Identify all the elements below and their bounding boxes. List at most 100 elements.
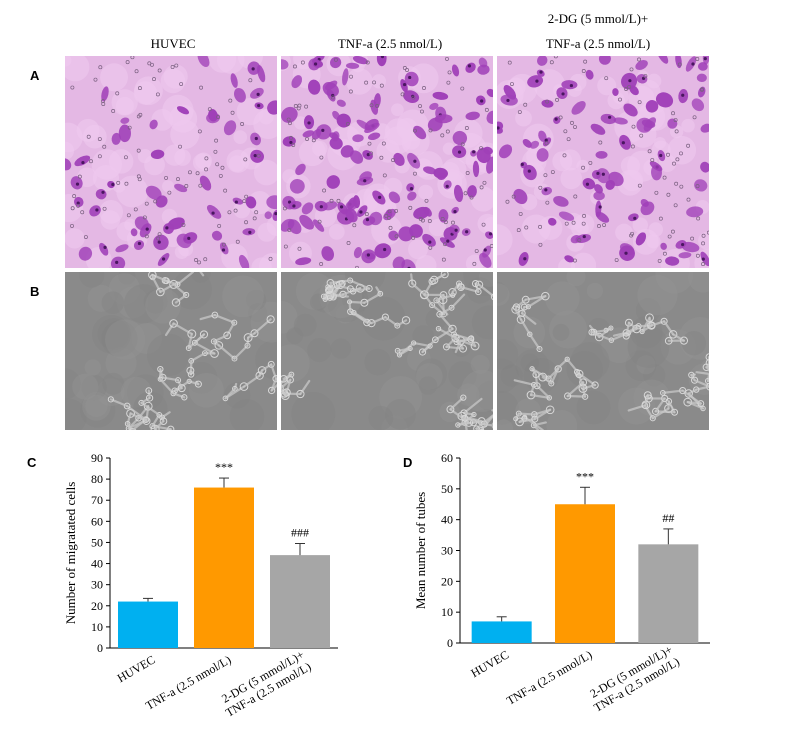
stain-texture [483, 217, 493, 234]
stain-texture [195, 152, 213, 170]
membrane-pore [256, 153, 261, 158]
stained-cell [398, 226, 414, 242]
membrane-pore [573, 125, 577, 130]
y-tick-label: 90 [91, 451, 103, 465]
stained-cell [78, 246, 93, 261]
phase-texture [127, 374, 164, 411]
cell-cluster [231, 319, 238, 326]
stained-cell [558, 211, 575, 221]
bar [638, 544, 699, 643]
phase-texture [500, 364, 523, 387]
membrane-pore [116, 180, 121, 185]
stained-cell [678, 252, 692, 259]
tube-segment [695, 385, 709, 391]
membrane-pore [167, 190, 172, 195]
cell-cluster [231, 355, 238, 362]
stain-texture [174, 149, 191, 166]
membrane-pore [304, 104, 309, 109]
membrane-pore [244, 194, 249, 199]
stained-cell [155, 195, 168, 208]
phase-texture [497, 419, 514, 430]
membrane-pore [516, 228, 521, 233]
stained-cell [486, 110, 493, 124]
tube-segment [523, 415, 544, 430]
phase-texture [381, 415, 408, 430]
membrane-pore [647, 149, 652, 154]
phase-texture [627, 326, 670, 368]
stained-cell [301, 202, 314, 215]
membrane-pore [336, 198, 341, 203]
membrane-pore [296, 106, 301, 111]
significance-label: *** [215, 460, 233, 474]
stained-cell [99, 242, 109, 256]
membrane-pore [422, 86, 426, 90]
cell-cluster [647, 321, 656, 330]
membrane-pore [268, 256, 273, 261]
tube-segment [260, 363, 273, 372]
stained-cell [657, 56, 669, 64]
cell-nucleus [628, 79, 632, 83]
cell-cluster [149, 423, 156, 430]
stained-cell [449, 224, 460, 235]
stained-cell [345, 208, 358, 223]
phase-texture [379, 376, 423, 420]
membrane-pore [282, 206, 287, 211]
membrane-pore [670, 229, 675, 234]
stained-cell [685, 56, 697, 72]
stained-cell [219, 242, 229, 255]
tube-segment [661, 389, 684, 394]
cell-nucleus [253, 153, 257, 158]
cell-cluster [418, 348, 427, 356]
cell-cluster [448, 324, 457, 334]
cell-cluster [639, 329, 645, 335]
y-tick-label: 70 [91, 493, 103, 507]
phase-texture [545, 281, 580, 316]
cell-cluster [435, 325, 442, 332]
membrane-pore [577, 238, 582, 243]
cell-cluster [159, 417, 168, 425]
column-label-2dg-line1: 2-DG (5 mmol/L)+ [547, 11, 649, 26]
stain-texture [100, 63, 128, 92]
cell-nucleus [95, 208, 99, 212]
membrane-pore [666, 152, 670, 157]
cell-cluster [250, 329, 259, 338]
stained-cell [700, 251, 709, 267]
phase-texture [188, 372, 224, 408]
membrane-pore [352, 223, 357, 228]
cell-cluster [693, 386, 700, 393]
tube-segment [421, 344, 432, 354]
tube-segment [281, 387, 287, 397]
membrane-pore [379, 83, 384, 88]
x-tick-label-line: HUVEC [468, 647, 511, 680]
stained-cell [590, 123, 606, 135]
membrane-pore [671, 111, 675, 116]
stained-cell [245, 196, 257, 209]
membrane-pore [701, 262, 705, 267]
cell-nucleus [161, 257, 166, 261]
membrane-pore [215, 162, 220, 167]
membrane-pore [138, 112, 143, 117]
membrane-pore [322, 188, 327, 193]
phase-texture [497, 281, 508, 303]
micrograph-transwell-huvec [65, 56, 277, 268]
cell-nucleus [596, 171, 600, 176]
tube-segment [695, 371, 709, 375]
membrane-pore [674, 181, 679, 186]
cell-nucleus [554, 117, 558, 121]
cell-nucleus [457, 150, 462, 154]
phase-texture [79, 272, 105, 288]
stained-cell [694, 179, 708, 192]
stained-cell [329, 137, 343, 150]
membrane-pore [510, 82, 514, 87]
membrane-pore [411, 95, 416, 100]
membrane-pore [254, 210, 259, 215]
stained-cell [478, 57, 488, 68]
tube-segment [432, 273, 446, 282]
membrane-pore [230, 110, 235, 115]
membrane-pore [700, 87, 704, 92]
membrane-pore [204, 167, 209, 172]
membrane-pore [197, 129, 202, 134]
y-tick-label: 60 [91, 514, 103, 528]
cell-cluster [347, 308, 354, 315]
membrane-pore [545, 200, 550, 205]
